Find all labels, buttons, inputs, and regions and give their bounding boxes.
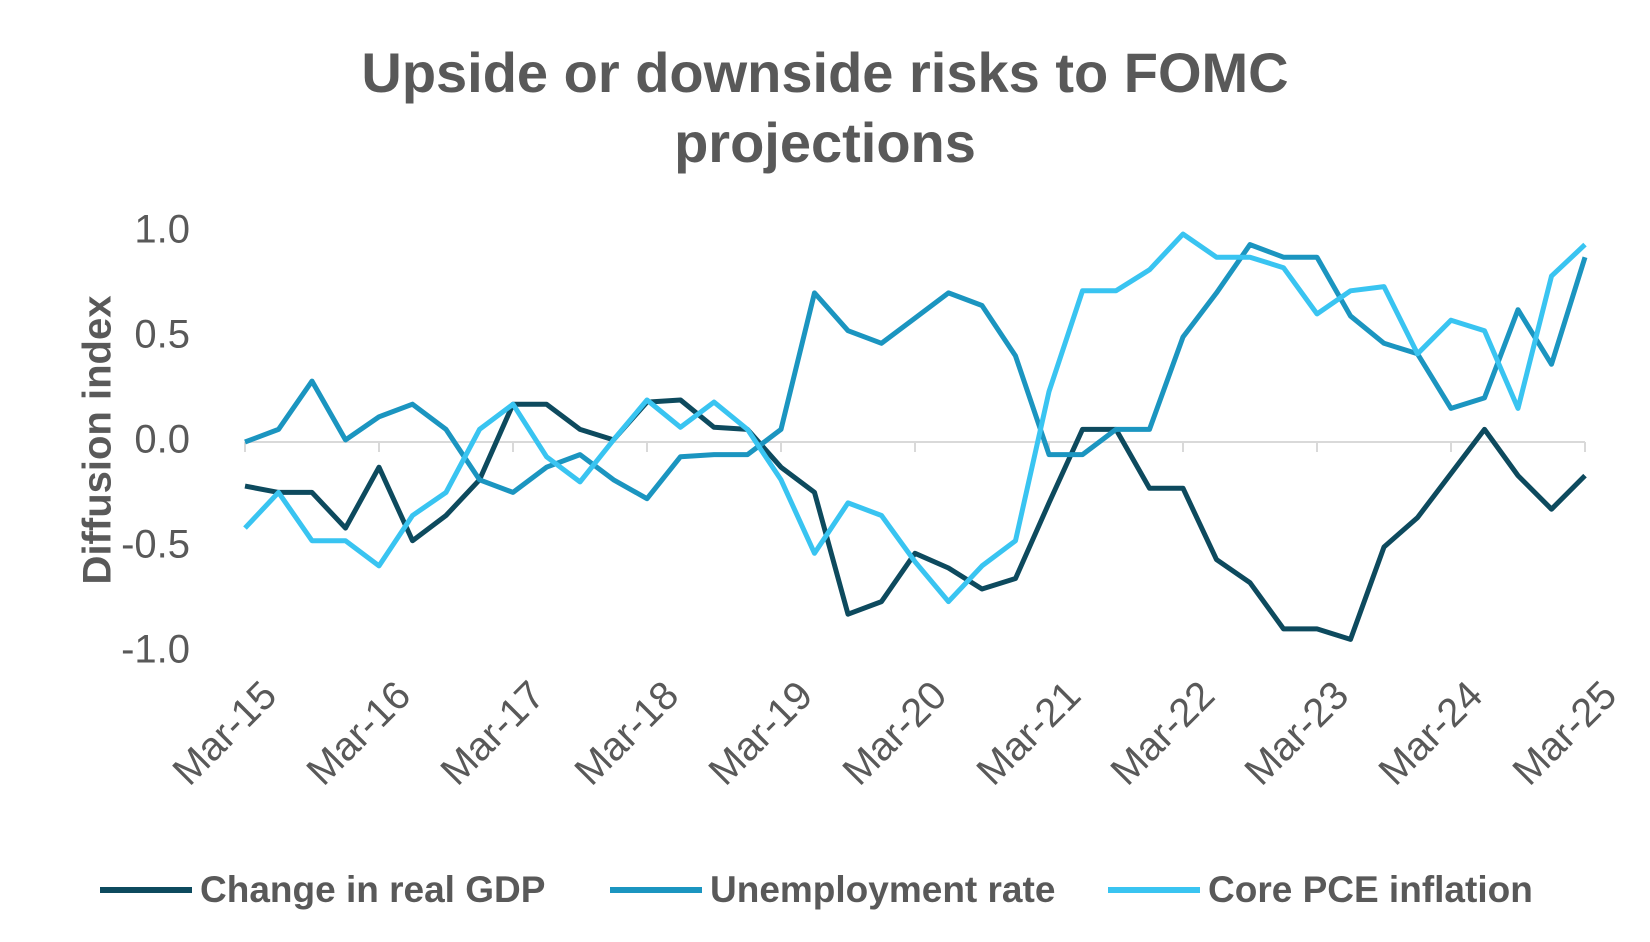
y-tick-labels: 1.0 0.5 0.0 -0.5 -1.0 (121, 208, 190, 672)
legend-item-gdp: Change in real GDP (100, 860, 545, 920)
series-line-core-pce (243, 231, 1587, 605)
x-tick-labels: Mar-15 Mar-16 Mar-17 Mar-18 Mar-19 Mar-20 Mar-… (164, 673, 1625, 794)
y-tick-label: 0.5 (134, 313, 190, 357)
legend-item-core-pce: Core PCE inflation (1108, 860, 1533, 920)
legend-label-gdp: Change in real GDP (200, 869, 546, 910)
y-tick-label: 1.0 (134, 208, 190, 252)
x-tick-label: Mar-16 (298, 673, 419, 794)
x-tick-label: Mar-19 (700, 673, 821, 794)
legend: Change in real GDP Unemployment rate Cor… (0, 860, 1650, 920)
y-axis-label: Diffusion index (76, 296, 120, 585)
x-tick-label: Mar-24 (1370, 673, 1491, 794)
series-lines (243, 231, 1588, 642)
x-tick-label: Mar-25 (1504, 673, 1625, 794)
legend-swatch-gdp (100, 887, 192, 893)
x-tick-label: Mar-21 (968, 673, 1089, 794)
x-tick-label: Mar-17 (432, 673, 553, 794)
chart-title-line-1: Upside or downside risks to FOMC (361, 41, 1289, 104)
x-tick-label: Mar-18 (566, 673, 687, 794)
y-tick-label: 0.0 (134, 418, 190, 462)
legend-swatch-core-pce (1108, 887, 1200, 893)
x-tick-label: Mar-22 (1102, 673, 1223, 794)
x-tick-label: Mar-23 (1236, 673, 1357, 794)
series-line-gdp (244, 397, 1587, 642)
legend-swatch-unemployment (610, 887, 702, 893)
x-tick-label: Mar-20 (834, 673, 955, 794)
chart-title: Upside or downside risks to FOMC project… (0, 38, 1650, 178)
legend-label-core-pce: Core PCE inflation (1208, 869, 1533, 910)
legend-item-unemployment: Unemployment rate (610, 860, 1055, 920)
x-tick-label: Mar-15 (164, 673, 285, 794)
series-line-unemployment (244, 242, 1588, 502)
axes (244, 441, 1586, 452)
y-tick-label: -0.5 (121, 523, 190, 567)
chart-title-line-2: projections (674, 111, 976, 174)
y-tick-label: -1.0 (121, 628, 190, 672)
legend-label-unemployment: Unemployment rate (710, 869, 1056, 910)
